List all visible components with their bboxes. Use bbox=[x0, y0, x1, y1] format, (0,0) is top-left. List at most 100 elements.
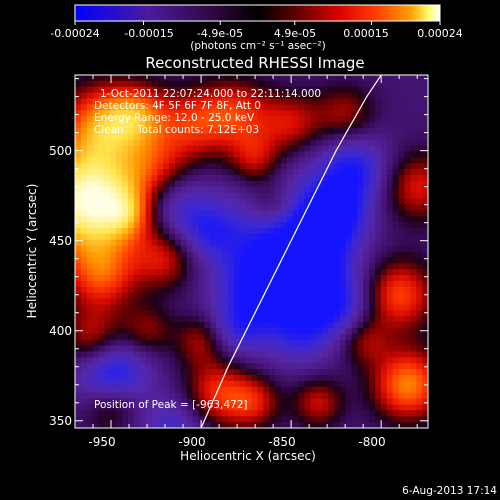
heatmap-cell bbox=[410, 304, 417, 311]
heatmap-cell bbox=[369, 327, 376, 335]
heatmap-cell bbox=[210, 363, 217, 370]
heatmap-cell bbox=[198, 145, 206, 153]
heatmap-cell bbox=[186, 257, 194, 264]
heatmap-cell bbox=[257, 333, 264, 341]
heatmap-cell bbox=[216, 116, 223, 123]
heatmap-cell bbox=[222, 363, 229, 370]
heatmap-cell bbox=[280, 145, 288, 153]
heatmap-cell bbox=[422, 339, 428, 347]
heatmap-cell bbox=[222, 410, 229, 417]
heatmap-cell bbox=[286, 392, 294, 400]
heatmap-cell bbox=[304, 333, 311, 341]
heatmap-cell bbox=[410, 404, 417, 411]
heatmap-cell bbox=[104, 233, 111, 241]
heatmap-cell bbox=[386, 275, 394, 282]
heatmap-cell bbox=[233, 316, 241, 323]
heatmap-cell bbox=[292, 198, 300, 206]
heatmap-cell bbox=[404, 404, 411, 411]
heatmap-cell bbox=[398, 322, 406, 329]
heatmap-cell bbox=[386, 233, 394, 241]
heatmap-cell bbox=[375, 192, 382, 200]
heatmap-cell bbox=[163, 357, 170, 364]
heatmap-cell bbox=[116, 410, 123, 417]
heatmap-cell bbox=[157, 169, 164, 176]
heatmap-cell bbox=[210, 386, 217, 394]
heatmap-cell bbox=[239, 386, 247, 394]
heatmap-cell bbox=[180, 369, 188, 376]
heatmap-cell bbox=[380, 122, 388, 129]
heatmap-cell bbox=[386, 98, 394, 106]
heatmap-cell bbox=[316, 357, 323, 364]
heatmap-cell bbox=[310, 257, 317, 264]
heatmap-cell bbox=[422, 286, 428, 294]
heatmap-cell bbox=[145, 280, 153, 288]
heatmap-cell bbox=[351, 139, 358, 147]
heatmap-cell bbox=[227, 233, 235, 241]
heatmap-cell bbox=[157, 257, 164, 264]
heatmap-cell bbox=[110, 263, 117, 270]
heatmap-cell bbox=[133, 322, 141, 329]
heatmap-cell bbox=[316, 263, 323, 270]
heatmap-cell bbox=[257, 275, 264, 282]
heatmap-cell bbox=[275, 104, 282, 111]
heatmap-cell bbox=[251, 169, 258, 176]
heatmap-cell bbox=[157, 298, 164, 306]
heatmap-cell bbox=[339, 357, 347, 364]
heatmap-cell bbox=[104, 104, 111, 111]
heatmap-cell bbox=[139, 116, 147, 123]
heatmap-cell bbox=[380, 169, 388, 176]
heatmap-cell bbox=[127, 86, 135, 94]
heatmap-cell bbox=[186, 410, 194, 417]
heatmap-cell bbox=[210, 380, 217, 388]
heatmap-cell bbox=[239, 316, 247, 323]
heatmap-cell bbox=[369, 233, 376, 241]
heatmap-cell bbox=[386, 351, 394, 358]
heatmap-cell bbox=[92, 163, 100, 170]
heatmap-cell bbox=[327, 292, 335, 300]
heatmap-cell bbox=[280, 198, 288, 206]
heatmap-cell bbox=[192, 192, 200, 200]
heatmap-cell bbox=[298, 222, 306, 229]
heatmap-cell bbox=[122, 233, 129, 241]
heatmap-cell bbox=[386, 304, 394, 311]
heatmap-cell bbox=[122, 375, 129, 382]
heatmap-cell bbox=[163, 169, 170, 176]
heatmap-cell bbox=[245, 316, 253, 323]
heatmap-cell bbox=[175, 122, 182, 129]
heatmap-cell bbox=[233, 175, 241, 182]
heatmap-cell bbox=[122, 310, 129, 317]
heatmap-cell bbox=[345, 351, 353, 358]
heatmap-cell bbox=[75, 286, 82, 294]
heatmap-cell bbox=[416, 251, 423, 258]
heatmap-cell bbox=[222, 339, 229, 347]
heatmap-cell bbox=[380, 198, 388, 206]
heatmap-cell bbox=[345, 139, 353, 147]
heatmap-cell bbox=[416, 275, 423, 282]
heatmap-cell bbox=[110, 204, 117, 211]
heatmap-cell bbox=[398, 404, 406, 411]
heatmap-cell bbox=[404, 351, 411, 358]
heatmap-cell bbox=[216, 210, 223, 217]
heatmap-cell bbox=[204, 204, 211, 211]
heatmap-cell bbox=[127, 175, 135, 182]
heatmap-cell bbox=[345, 110, 353, 117]
heatmap-cell bbox=[204, 257, 211, 264]
heatmap-cell bbox=[227, 139, 235, 147]
heatmap-cell bbox=[351, 269, 358, 276]
heatmap-cell bbox=[110, 122, 117, 129]
heatmap-cell bbox=[404, 133, 411, 141]
heatmap-cell bbox=[333, 204, 341, 211]
heatmap-cell bbox=[127, 380, 135, 388]
heatmap-cell bbox=[363, 375, 370, 382]
heatmap-cell bbox=[163, 351, 170, 358]
heatmap-cell bbox=[139, 75, 147, 82]
heatmap-cell bbox=[363, 180, 370, 188]
heatmap-cell bbox=[139, 286, 147, 294]
heatmap-cell bbox=[345, 327, 353, 335]
heatmap-cell bbox=[339, 169, 347, 176]
heatmap-cell bbox=[280, 133, 288, 141]
heatmap-cell bbox=[116, 204, 123, 211]
heatmap-cell bbox=[363, 398, 370, 406]
heatmap-cell bbox=[227, 180, 235, 188]
heatmap-cell bbox=[145, 369, 153, 376]
